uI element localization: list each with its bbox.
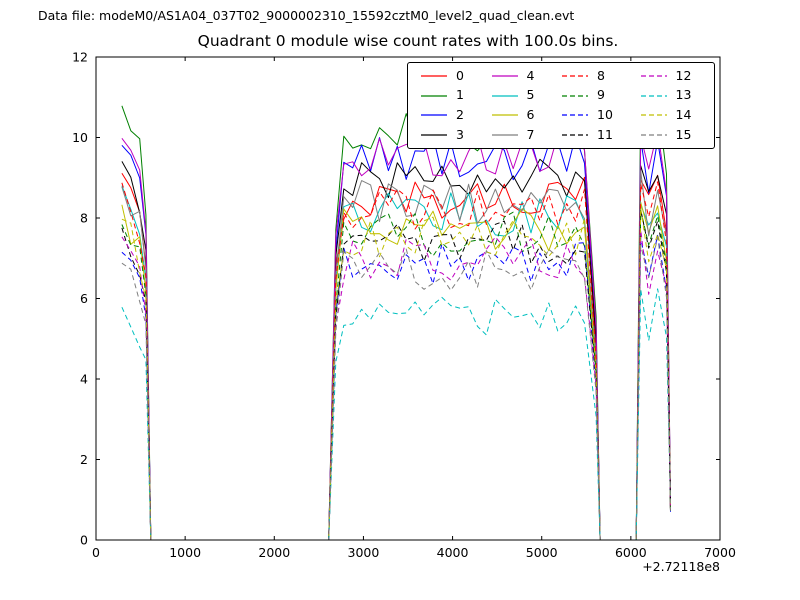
legend-item-11: 11 (553, 126, 631, 142)
legend-line-sample-9 (562, 94, 589, 97)
legend-item-4: 4 (483, 67, 554, 83)
series-line-14 (121, 207, 671, 540)
legend-label-11: 11 (597, 126, 613, 142)
x-tick-label-7: 7000 (704, 545, 736, 560)
x-tick-label-3: 3000 (348, 545, 380, 560)
legend-line-sample-7 (491, 134, 518, 136)
legend-label-12: 12 (675, 67, 692, 83)
legend-label-5: 5 (526, 87, 535, 103)
series-line-15 (121, 236, 671, 540)
legend-item-13: 13 (632, 89, 710, 102)
legend-item-14: 14 (632, 109, 710, 122)
y-tick-label-4: 8 (80, 211, 88, 226)
legend-item-15: 15 (632, 126, 710, 142)
series-line-6 (121, 201, 671, 540)
x-tick-label-2: 2000 (258, 545, 290, 560)
legend-item-0: 0 (412, 67, 483, 83)
legend-line-sample-12 (640, 75, 667, 77)
legend-label-3: 3 (456, 126, 464, 142)
legend-box: 0 1 2 3 4 5 6 7 8 9 10 11 12 13 14 15 (407, 62, 715, 149)
series-line-7 (121, 170, 671, 540)
legend-item-8: 8 (553, 67, 631, 83)
legend-line-sample-3 (421, 134, 447, 136)
legend-label-1: 1 (456, 87, 464, 103)
series-line-13 (121, 288, 671, 540)
legend-line-sample-13 (640, 94, 667, 97)
legend-line-sample-6 (491, 114, 518, 117)
legend-line-sample-11 (562, 134, 589, 136)
legend-line-sample-14 (640, 114, 667, 117)
legend-label-14: 14 (675, 107, 692, 123)
chart-title: Quadrant 0 module wise count rates with … (197, 32, 619, 50)
x-tick-label-6: 6000 (615, 545, 647, 560)
legend-label-8: 8 (597, 67, 605, 83)
legend-item-1: 1 (412, 89, 483, 102)
x-tick-label-4: 4000 (437, 545, 469, 560)
legend-item-3: 3 (412, 126, 483, 142)
legend-label-10: 10 (597, 107, 613, 123)
legend-line-sample-2 (421, 114, 447, 117)
series-line-4 (121, 130, 671, 540)
legend-item-2: 2 (412, 109, 483, 122)
legend-label-9: 9 (597, 87, 605, 103)
series-line-8 (121, 181, 671, 540)
legend-label-15: 15 (675, 126, 692, 142)
data-file-label: Data file: modeM0/AS1A04_037T02_90000023… (38, 8, 575, 23)
legend-label-6: 6 (526, 107, 535, 123)
legend-item-12: 12 (632, 67, 710, 83)
legend-item-6: 6 (483, 109, 554, 122)
legend-line-sample-5 (491, 94, 518, 97)
legend-label-0: 0 (456, 67, 464, 83)
x-axis-offset-label: +2.72118e8 (642, 559, 720, 574)
legend-line-sample-8 (562, 75, 589, 77)
legend-line-sample-4 (491, 75, 518, 77)
legend-label-13: 13 (675, 87, 692, 103)
series-line-2 (121, 135, 671, 540)
y-tick-label-5: 10 (72, 130, 88, 145)
y-tick-label-2: 4 (80, 372, 88, 387)
legend-line-sample-1 (421, 94, 447, 97)
y-tick-label-1: 2 (80, 452, 88, 467)
legend-line-sample-0 (421, 75, 447, 77)
legend-line-sample-15 (640, 134, 667, 136)
x-tick-label-5: 5000 (526, 545, 558, 560)
legend-item-9: 9 (553, 89, 631, 102)
series-line-9 (121, 209, 671, 540)
x-tick-label-0: 0 (92, 545, 100, 560)
legend-item-5: 5 (483, 89, 554, 102)
legend-item-7: 7 (483, 126, 554, 142)
legend-label-2: 2 (456, 107, 464, 123)
y-tick-label-0: 0 (80, 533, 88, 548)
y-tick-label-6: 12 (72, 50, 88, 65)
x-tick-label-1: 1000 (169, 545, 201, 560)
legend-label-4: 4 (526, 67, 535, 83)
y-tick-label-3: 6 (80, 291, 88, 306)
legend-label-7: 7 (526, 126, 535, 142)
legend-line-sample-10 (562, 114, 589, 117)
series-lines (121, 98, 671, 540)
legend-item-10: 10 (553, 109, 631, 122)
